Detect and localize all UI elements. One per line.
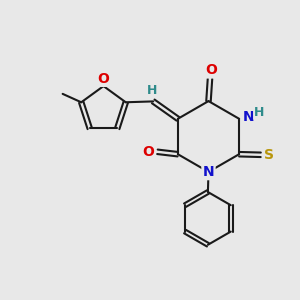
Text: H: H: [254, 106, 265, 119]
Text: H: H: [147, 83, 157, 97]
Text: O: O: [97, 72, 109, 86]
Text: N: N: [203, 165, 214, 179]
Text: S: S: [264, 148, 274, 162]
Text: O: O: [142, 145, 154, 159]
Text: O: O: [205, 63, 217, 77]
Text: N: N: [242, 110, 254, 124]
